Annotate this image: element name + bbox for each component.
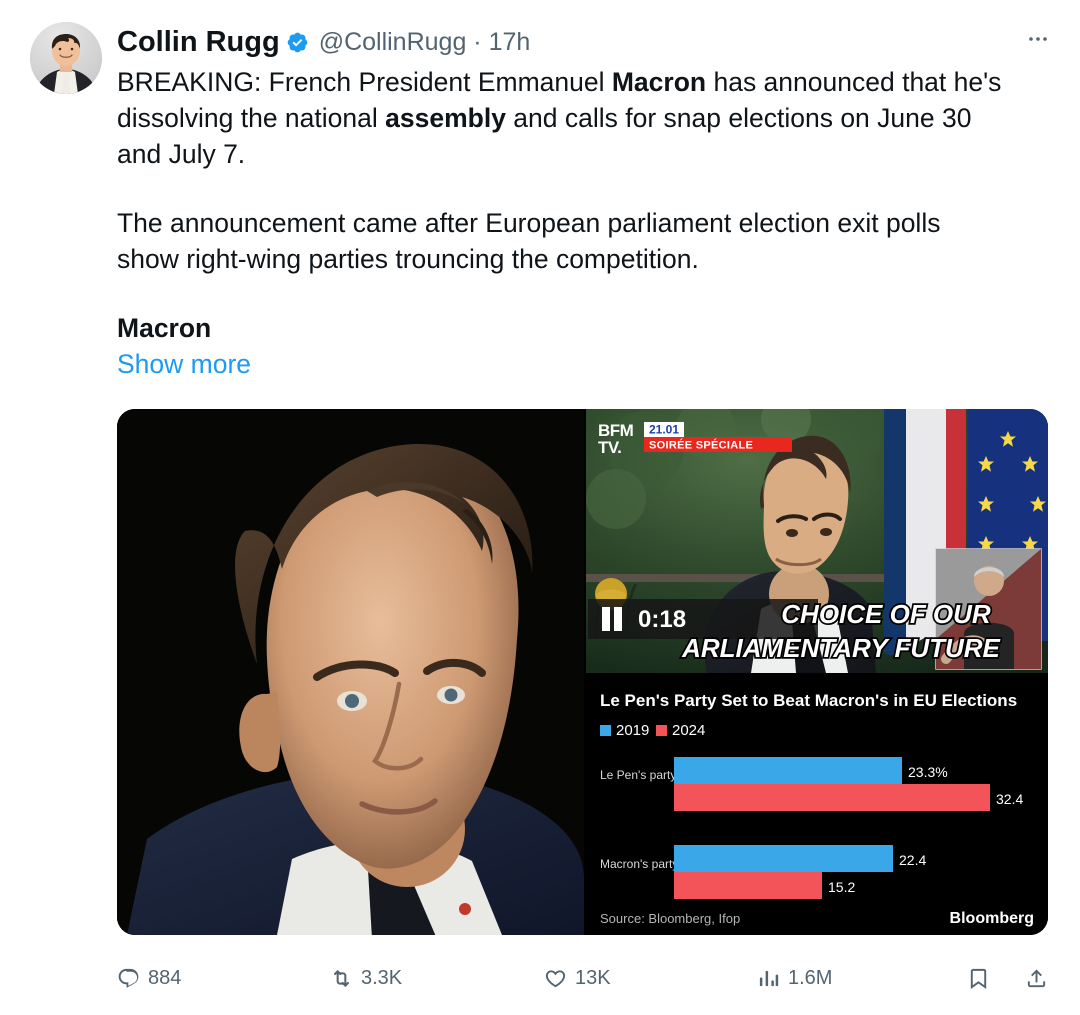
- svg-text:0:18: 0:18: [638, 606, 686, 633]
- svg-text:ARLIAMENTARY FUTURE: ARLIAMENTARY FUTURE: [681, 633, 1000, 663]
- svg-text:22.4: 22.4: [899, 852, 926, 868]
- svg-text:15.2: 15.2: [828, 879, 855, 895]
- svg-text:2019: 2019: [616, 722, 649, 739]
- svg-text:23.3%: 23.3%: [908, 764, 948, 780]
- svg-text:2024: 2024: [672, 722, 705, 739]
- svg-text:Le Pen's Party Set to Beat Mac: Le Pen's Party Set to Beat Macron's in E…: [600, 691, 1017, 710]
- svg-text:Bloomberg: Bloomberg: [950, 910, 1034, 927]
- svg-text:TV.: TV.: [598, 438, 621, 457]
- svg-text:Source: Bloomberg, Ifop: Source: Bloomberg, Ifop: [600, 911, 740, 926]
- svg-text:Macron's party: Macron's party: [600, 857, 678, 871]
- svg-text:SOIRÉE SPÉCIALE: SOIRÉE SPÉCIALE: [649, 439, 753, 452]
- svg-text:CHOICE OF OUR: CHOICE OF OUR: [781, 599, 991, 629]
- svg-text:32.4: 32.4: [996, 791, 1023, 807]
- svg-text:21.01: 21.01: [649, 423, 679, 437]
- svg-text:Le Pen's party: Le Pen's party: [600, 768, 676, 782]
